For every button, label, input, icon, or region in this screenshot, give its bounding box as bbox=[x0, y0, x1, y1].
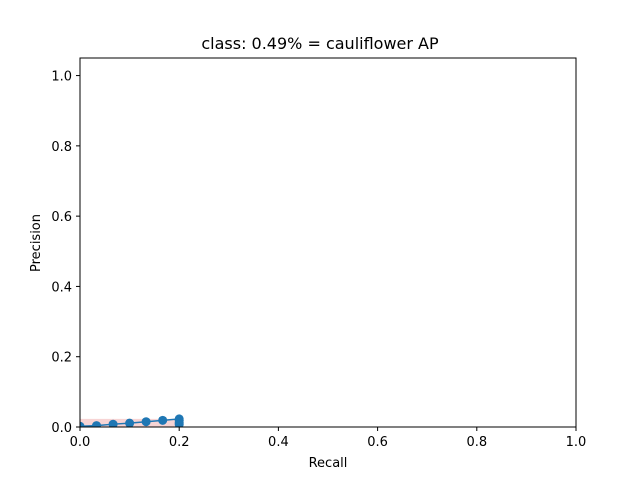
y-axis-ticks: 0.0 0.2 0.4 0.6 0.8 1.0 bbox=[51, 70, 80, 436]
x-axis-label: Recall bbox=[309, 456, 348, 471]
data-point bbox=[92, 421, 102, 427]
data-layer bbox=[80, 414, 184, 427]
chart-title: class: 0.49% = cauliflower AP bbox=[201, 34, 439, 53]
y-tick-label: 0.0 bbox=[51, 421, 72, 436]
axes-frame bbox=[79, 57, 577, 428]
data-point bbox=[108, 419, 118, 427]
data-point bbox=[125, 418, 135, 427]
x-tick-label: 0.2 bbox=[169, 435, 190, 450]
data-point bbox=[141, 417, 151, 427]
data-point bbox=[174, 419, 184, 427]
y-tick-label: 0.4 bbox=[51, 280, 72, 295]
y-axis-label: Precision bbox=[29, 214, 44, 272]
x-tick-label: 0.4 bbox=[268, 435, 289, 450]
x-tick-label: 0.8 bbox=[466, 435, 487, 450]
y-tick-label: 1.0 bbox=[51, 70, 72, 85]
x-tick-label: 0.6 bbox=[367, 435, 388, 450]
data-point bbox=[158, 415, 168, 425]
y-tick-label: 0.6 bbox=[51, 210, 72, 225]
plot-area bbox=[79, 57, 577, 428]
x-tick-label: 0.0 bbox=[70, 435, 91, 450]
y-tick-label: 0.2 bbox=[51, 351, 72, 366]
data-point bbox=[80, 421, 85, 427]
x-axis-ticks: 0.0 0.2 0.4 0.6 0.8 1.0 bbox=[70, 427, 587, 450]
y-tick-label: 0.8 bbox=[51, 140, 72, 155]
x-tick-label: 1.0 bbox=[566, 435, 587, 450]
